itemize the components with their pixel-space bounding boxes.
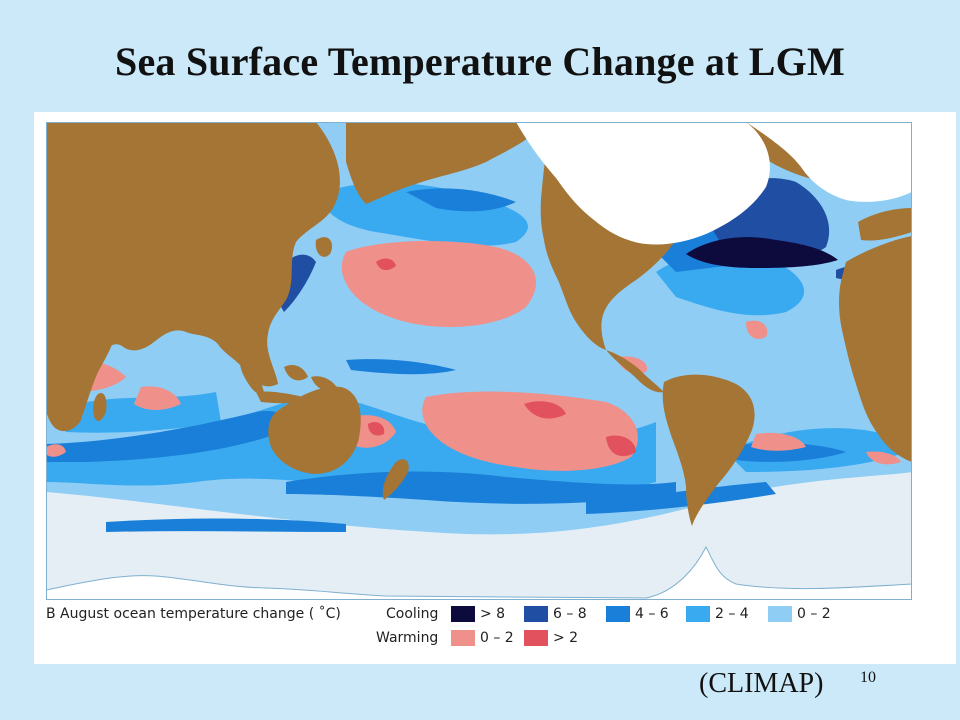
figure-panel: B August ocean temperature change ( ˚C) …	[34, 112, 956, 664]
legend-cooling-label: Cooling	[386, 606, 439, 622]
legend-caption: B August ocean temperature change ( ˚C)	[46, 606, 341, 622]
page-number: 10	[860, 669, 876, 686]
legend-label-warming-0-2: 0 – 2	[480, 630, 514, 646]
legend-label-cooling-6-8: 6 – 8	[553, 606, 587, 622]
sst-change-map	[46, 122, 912, 600]
legend-swatch-cooling-2-4	[686, 606, 710, 622]
cooling-over-8-regions	[686, 237, 838, 268]
legend-swatch-cooling-4-6	[606, 606, 630, 622]
source-credit: (CLIMAP)	[699, 668, 824, 699]
legend-swatch-cooling-0-2	[768, 606, 792, 622]
antarctica-coast	[46, 545, 912, 600]
map-border	[46, 122, 912, 600]
warming-over-2-regions	[368, 258, 636, 457]
legend-label-cooling-4-6: 4 – 6	[635, 606, 669, 622]
ice-sheets	[516, 122, 912, 245]
legend-swatch-cooling-over-8	[451, 606, 475, 622]
legend-label-cooling-2-4: 2 – 4	[715, 606, 749, 622]
legend-warming-label: Warming	[376, 630, 439, 646]
legend-label-cooling-0-2: 0 – 2	[797, 606, 831, 622]
legend-label-cooling-over-8: > 8	[480, 606, 506, 622]
legend-swatch-cooling-6-8	[524, 606, 548, 622]
map-legend: B August ocean temperature change ( ˚C) …	[46, 604, 946, 660]
legend-label-warming-over-2: > 2	[553, 630, 579, 646]
legend-swatch-warming-over-2	[524, 630, 548, 646]
legend-swatch-warming-0-2	[451, 630, 475, 646]
slide-title: Sea Surface Temperature Change at LGM	[115, 39, 845, 84]
